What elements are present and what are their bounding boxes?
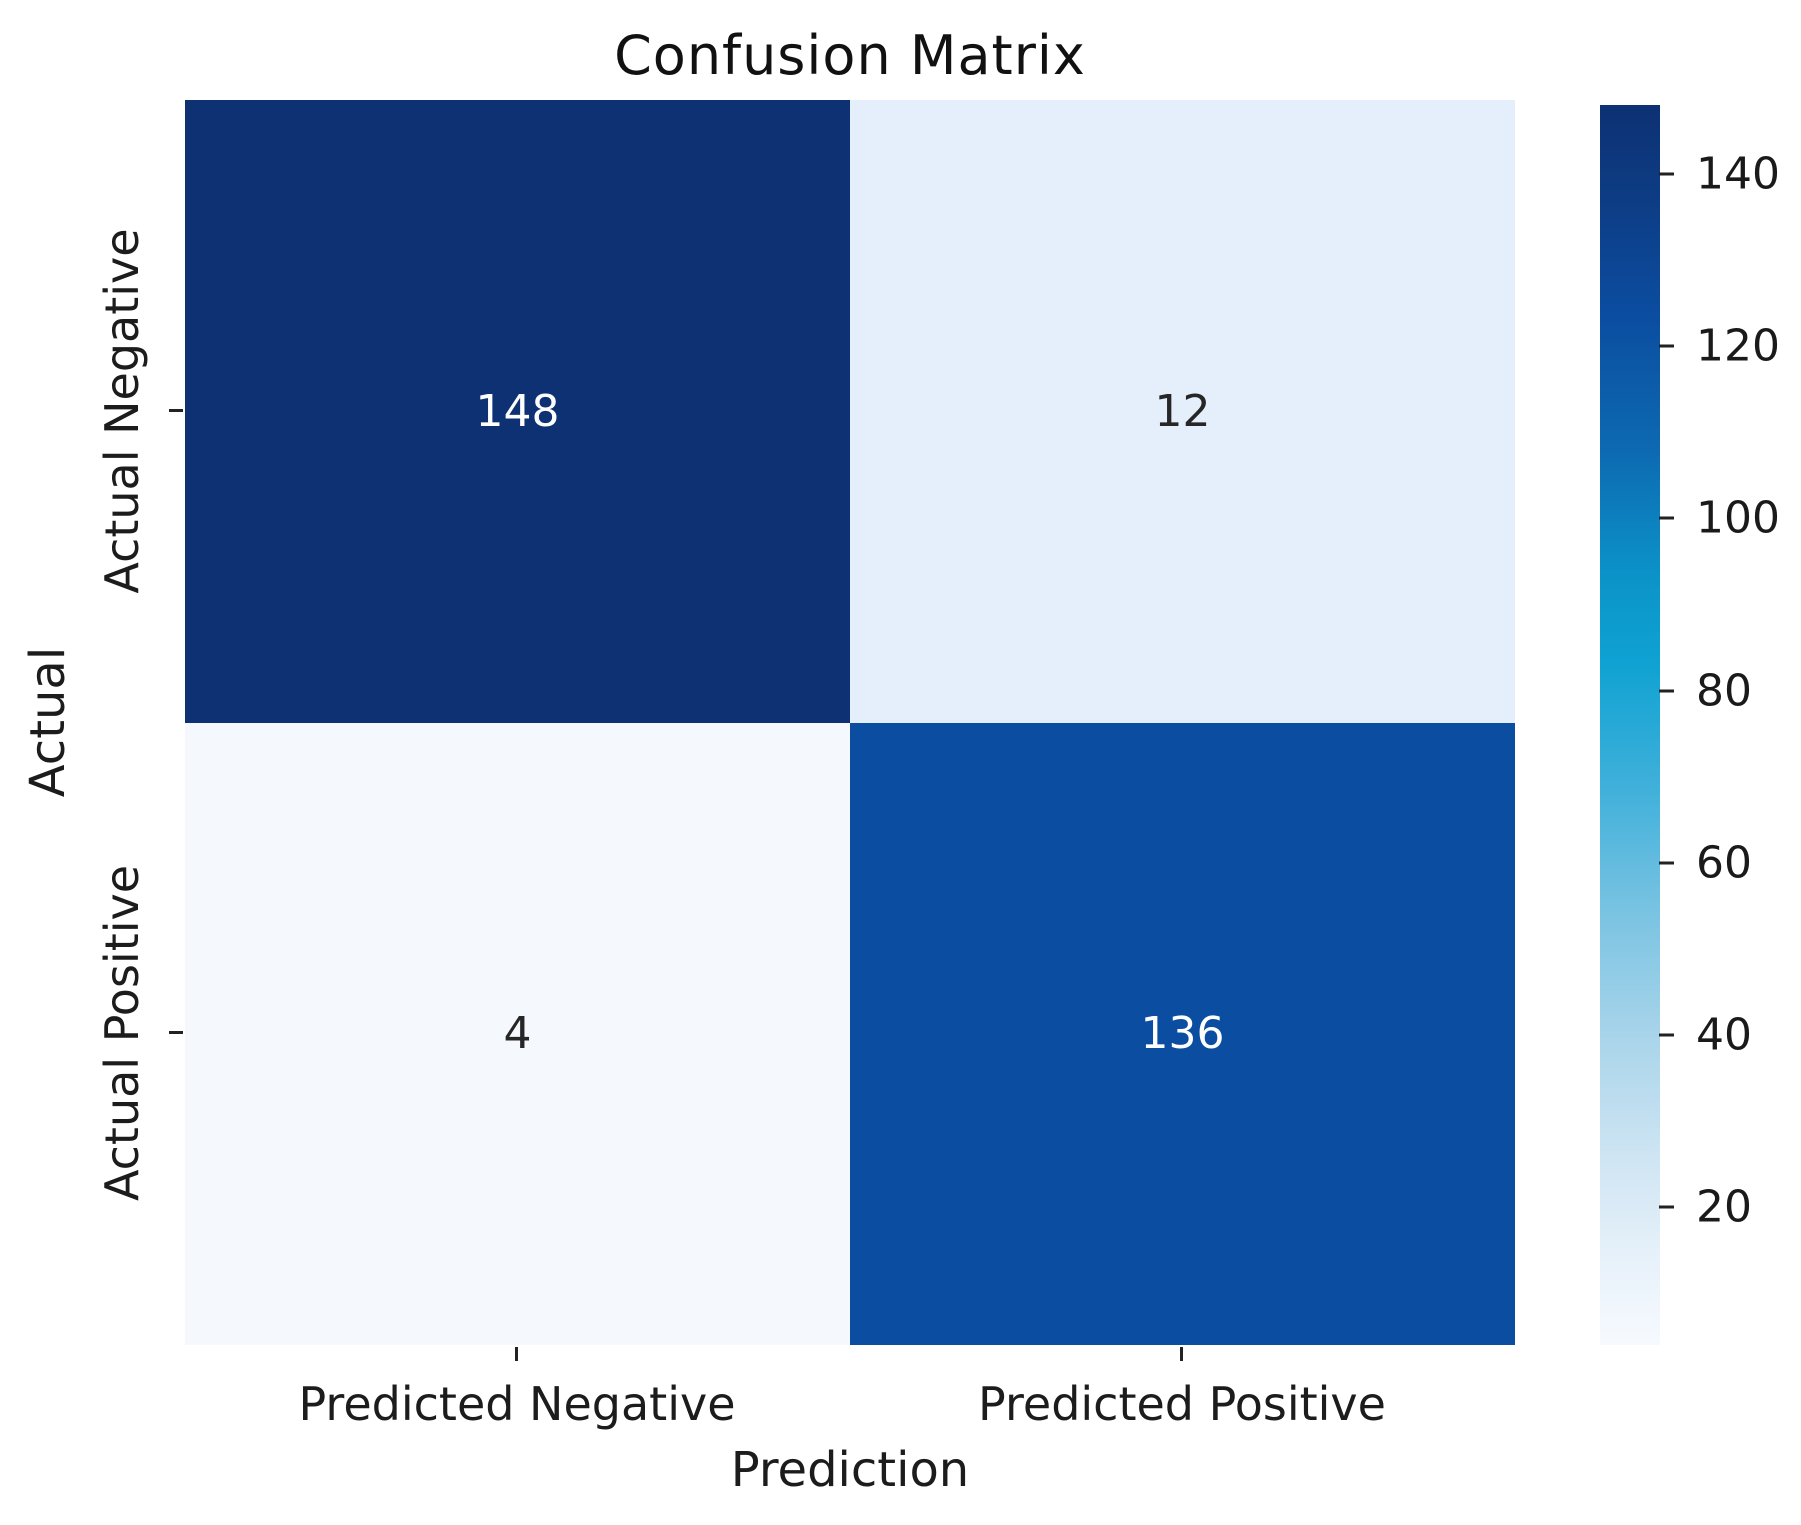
colorbar-tick-label: 140 — [1696, 148, 1780, 200]
cell-true-negative: 148 — [185, 100, 850, 723]
colorbar-tick-mark — [1659, 516, 1674, 520]
y-axis-label: Actual — [20, 646, 76, 798]
colorbar-tick-label: 20 — [1696, 1181, 1752, 1233]
colorbar-tick-mark — [1659, 1205, 1674, 1209]
xtick-predicted-positive: Predicted Positive — [978, 1377, 1386, 1431]
y-tick-mark-row2 — [169, 1031, 183, 1034]
ytick-actual-negative: Actual Negative — [95, 228, 149, 594]
colorbar-tick-label: 120 — [1696, 320, 1780, 372]
colorbar-tick-mark — [1659, 344, 1674, 348]
x-tick-mark-col2 — [1180, 1347, 1183, 1361]
colorbar-tick-label: 80 — [1696, 665, 1752, 717]
cell-false-negative: 4 — [185, 722, 850, 1345]
x-tick-mark-col1 — [515, 1347, 518, 1361]
x-axis-label: Prediction — [730, 1442, 970, 1498]
cell-false-positive: 12 — [850, 100, 1515, 723]
colorbar-tick-label: 100 — [1696, 492, 1780, 544]
y-tick-mark-row1 — [169, 409, 183, 412]
chart-title: Confusion Matrix — [614, 24, 1086, 87]
colorbar: 140 120 100 80 60 40 20 — [1600, 105, 1780, 1345]
heatmap-grid: 148 12 4 136 — [185, 100, 1515, 1345]
ytick-actual-positive: Actual Positive — [95, 864, 149, 1202]
xtick-predicted-negative: Predicted Negative — [298, 1377, 736, 1431]
colorbar-tick-mark — [1659, 689, 1674, 693]
colorbar-tick-label: 60 — [1696, 837, 1752, 889]
colorbar-tick-mark — [1659, 172, 1674, 176]
colorbar-tick-label: 40 — [1696, 1009, 1752, 1061]
colorbar-tick-mark — [1659, 1033, 1674, 1037]
colorbar-tick-mark — [1659, 861, 1674, 865]
cell-true-positive: 136 — [850, 722, 1515, 1345]
